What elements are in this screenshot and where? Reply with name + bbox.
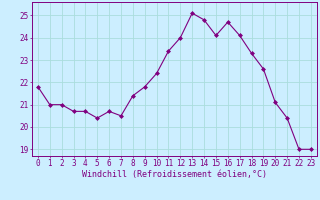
X-axis label: Windchill (Refroidissement éolien,°C): Windchill (Refroidissement éolien,°C) [82,170,267,179]
